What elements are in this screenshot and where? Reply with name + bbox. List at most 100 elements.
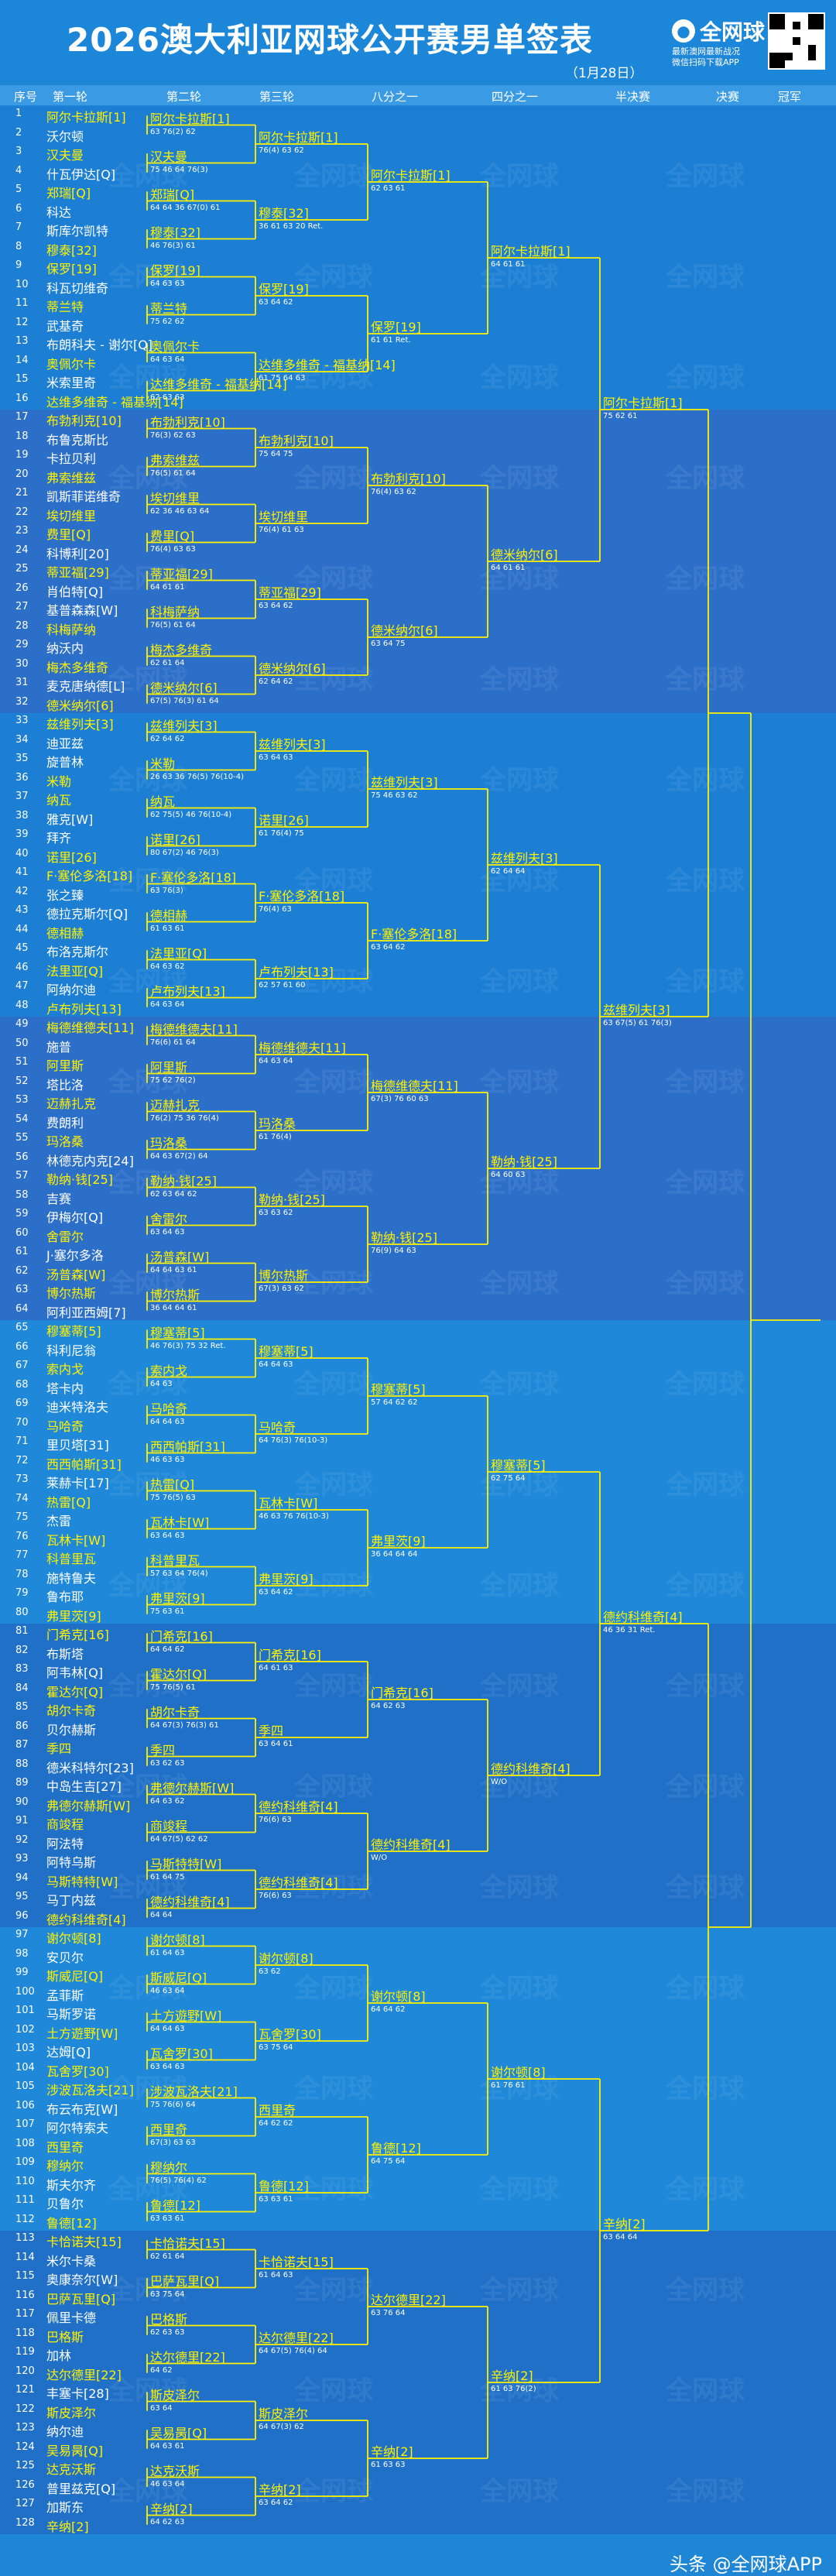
player-name[interactable]: 奥康奈尔[W] xyxy=(46,2272,118,2287)
player-name[interactable]: 瓦舍罗[30] xyxy=(46,2063,109,2079)
player-name[interactable]: 什瓦伊达[Q] xyxy=(46,166,116,182)
player-name[interactable]: 阿纳尔迪 xyxy=(46,983,97,997)
player-name[interactable]: 埃切维里 xyxy=(46,508,97,523)
round2-winner[interactable]: 诺里[26] xyxy=(150,832,200,847)
round3-winner[interactable]: F·塞伦多洛[18] xyxy=(259,889,345,904)
round2-winner[interactable]: 门希克[16] xyxy=(150,1628,213,1644)
player-name[interactable]: 迈赫扎克 xyxy=(46,1096,97,1111)
player-name[interactable]: 穆泰[32] xyxy=(46,242,97,258)
round3-winner[interactable]: 诺里[26] xyxy=(259,813,309,828)
player-name[interactable]: 鲁德[12] xyxy=(46,2215,97,2231)
round3-winner[interactable]: 勒纳·钱[25] xyxy=(259,1192,325,1207)
player-name[interactable]: 米勒 xyxy=(46,773,72,789)
round2-winner[interactable]: 弗德尔赫斯[W] xyxy=(150,1780,235,1796)
player-name[interactable]: 西里奇 xyxy=(46,2139,84,2155)
round2-winner[interactable]: 马哈奇 xyxy=(150,1401,188,1416)
round2-winner[interactable]: 布勃利克[10] xyxy=(150,414,225,430)
round3-winner[interactable]: 穆塞蒂[5] xyxy=(259,1344,314,1359)
round3-winner[interactable]: 梅德维德夫[11] xyxy=(259,1041,346,1055)
round2-winner[interactable]: 斯威尼[Q] xyxy=(150,1970,207,1985)
player-name[interactable]: 佩里卡德 xyxy=(46,2310,97,2325)
player-name[interactable]: 霍达尔[Q] xyxy=(46,1684,104,1700)
player-name[interactable]: 鲁布耶 xyxy=(46,1590,84,1604)
player-name[interactable]: 西西帕斯[31] xyxy=(46,1456,122,1472)
round2-winner[interactable]: 瓦舍罗[30] xyxy=(150,2046,213,2061)
player-name[interactable]: 张之臻 xyxy=(46,887,84,903)
round4-winner[interactable]: 鲁德[12] xyxy=(371,2141,421,2156)
round2-winner[interactable]: 弗索维兹 xyxy=(150,452,200,468)
player-name[interactable]: 阿利亚西姆[7] xyxy=(46,1305,126,1320)
round4-winner[interactable]: 门希克[16] xyxy=(371,1686,433,1700)
player-name[interactable]: 热雷[Q] xyxy=(46,1494,91,1510)
player-name[interactable]: 斯夫尔齐 xyxy=(46,2177,97,2193)
player-name[interactable]: 阿里斯 xyxy=(46,1058,84,1073)
round4-winner[interactable]: 弗里茨[9] xyxy=(371,1534,426,1549)
player-name[interactable]: 布云布克[W] xyxy=(46,2101,118,2117)
player-name[interactable]: 达克沃斯 xyxy=(46,2462,97,2477)
round3-winner[interactable]: 德米纳尔[6] xyxy=(259,661,326,676)
round3-winner[interactable]: 瓦林卡[W] xyxy=(259,1496,318,1511)
player-name[interactable]: 辛纳[2] xyxy=(46,2519,89,2534)
player-name[interactable]: 布斯塔 xyxy=(46,1646,84,1662)
player-name[interactable]: 法里亚[Q] xyxy=(46,963,104,979)
round3-winner[interactable]: 鲁德[12] xyxy=(259,2179,309,2194)
player-name[interactable]: 阿特乌斯 xyxy=(46,1855,97,1870)
round2-winner[interactable]: 卡恰诺夫[15] xyxy=(150,2235,225,2251)
player-name[interactable]: 斯皮泽尔 xyxy=(46,2405,97,2420)
round4-winner[interactable]: 谢尔顿[8] xyxy=(371,1989,426,2004)
player-name[interactable]: 施普 xyxy=(46,1039,72,1055)
player-name[interactable]: 谢尔顿[8] xyxy=(46,1931,101,1946)
round2-winner[interactable]: 巴萨瓦里[Q] xyxy=(150,2273,220,2289)
player-name[interactable]: 德米纳尔[6] xyxy=(46,698,114,713)
player-name[interactable]: 阿法特 xyxy=(46,1836,84,1851)
round2-winner[interactable]: 涉波瓦洛夫[21] xyxy=(150,2084,238,2099)
player-name[interactable]: 科利尼翁 xyxy=(46,1343,97,1358)
round3-winner[interactable]: 兹维列夫[3] xyxy=(259,737,326,752)
round4-winner[interactable]: 梅德维德夫[11] xyxy=(371,1079,458,1093)
round2-winner[interactable]: 科梅萨纳 xyxy=(150,604,200,619)
player-name[interactable]: 阿韦林[Q] xyxy=(46,1665,104,1680)
round3-winner[interactable]: 辛纳[2] xyxy=(259,2482,301,2497)
round2-winner[interactable]: 辛纳[2] xyxy=(150,2501,193,2516)
round4-winner[interactable]: 保罗[19] xyxy=(371,320,421,334)
player-name[interactable]: 科梅萨纳 xyxy=(46,622,97,637)
round5-winner[interactable]: 德约科维奇[4] xyxy=(491,1761,570,1776)
player-name[interactable]: 德约科维奇[4] xyxy=(46,1912,126,1927)
round2-winner[interactable]: 西西帕斯[31] xyxy=(150,1439,225,1454)
round2-winner[interactable]: 阿尔卡拉斯[1] xyxy=(150,111,230,126)
player-name[interactable]: 林德克内克[24] xyxy=(46,1153,134,1168)
player-name[interactable]: 巴格斯 xyxy=(46,2329,84,2344)
round2-winner[interactable]: 迈赫扎克 xyxy=(150,1097,200,1113)
round2-winner[interactable]: 吴易昺[Q] xyxy=(150,2425,207,2441)
player-name[interactable]: 斯威尼[Q] xyxy=(46,1969,104,1984)
round4-winner[interactable]: 阿尔卡拉斯[1] xyxy=(371,168,451,183)
player-name[interactable]: 里贝塔[31] xyxy=(46,1438,109,1453)
player-name[interactable]: 奥佩尔卡 xyxy=(46,356,97,372)
player-name[interactable]: 阿尔特索夫 xyxy=(46,2121,109,2135)
round2-winner[interactable]: 斯皮泽尔 xyxy=(150,2387,200,2403)
round2-winner[interactable]: 穆塞蒂[5] xyxy=(150,1325,205,1340)
round3-winner[interactable]: 季四 xyxy=(259,1724,284,1738)
round2-winner[interactable]: 博尔热斯 xyxy=(150,1287,200,1302)
player-name[interactable]: 中岛生吉[27] xyxy=(46,1779,122,1794)
player-name[interactable]: 孟菲斯 xyxy=(46,1988,84,2003)
round2-winner[interactable]: 梅杰多维奇 xyxy=(150,642,213,657)
player-name[interactable]: 弗里茨[9] xyxy=(46,1608,101,1624)
round4-winner[interactable]: 德米纳尔[6] xyxy=(371,623,438,638)
player-name[interactable]: 布鲁克斯比 xyxy=(46,432,109,448)
round3-winner[interactable]: 德约科维奇[4] xyxy=(259,1799,338,1814)
player-name[interactable]: 梅杰多维奇 xyxy=(46,660,109,675)
player-name[interactable]: 塔比洛 xyxy=(46,1077,84,1092)
player-name[interactable]: 布洛克斯尔 xyxy=(46,945,109,959)
round2-winner[interactable]: 德约科维奇[4] xyxy=(150,1894,230,1909)
round2-winner[interactable]: 索内戈 xyxy=(150,1363,188,1378)
player-name[interactable]: 旋普林 xyxy=(46,755,84,770)
player-name[interactable]: 基普森森[W] xyxy=(46,603,118,618)
round3-winner[interactable]: 蒂亚福[29] xyxy=(259,585,321,600)
round2-winner[interactable]: 鲁德[12] xyxy=(150,2197,200,2213)
player-name[interactable]: 蒂亚福[29] xyxy=(46,565,109,580)
player-name[interactable]: 加林 xyxy=(46,2348,72,2363)
player-name[interactable]: 贝尔赫斯 xyxy=(46,1722,97,1737)
player-name[interactable]: 穆塞蒂[5] xyxy=(46,1324,101,1339)
player-name[interactable]: 胡尔卡奇 xyxy=(46,1703,97,1718)
